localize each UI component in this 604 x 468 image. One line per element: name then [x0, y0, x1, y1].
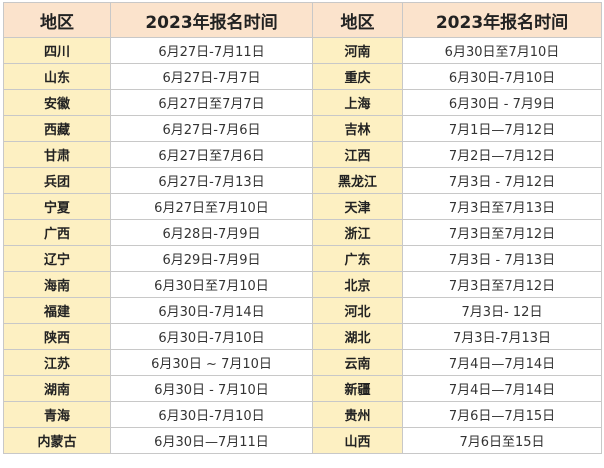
table-row: 宁夏 6月27日至7月10日 天津 7月3日至7月13日 [3, 193, 602, 220]
date-cell-left: 6月27日至7月10日 [110, 193, 313, 220]
region-cell-right: 上海 [312, 89, 403, 116]
date-cell-left: 6月30日 ~ 7月10日 [110, 349, 313, 376]
region-cell-right: 北京 [312, 271, 403, 298]
table-header-row: 地区 2023年报名时间 地区 2023年报名时间 [3, 2, 602, 38]
date-cell-left: 6月29日-7月9日 [110, 245, 313, 272]
date-cell-right: 7月3日 - 7月13日 [402, 245, 602, 272]
region-cell-right: 山西 [312, 427, 403, 454]
table-row: 四川 6月27日-7月11日 河南 6月30日至7月10日 [3, 37, 602, 64]
region-cell-right: 吉林 [312, 115, 403, 142]
region-cell-right: 江西 [312, 141, 403, 168]
region-cell-right: 新疆 [312, 375, 403, 402]
table-row: 陕西 6月30日-7月10日 湖北 7月3日-7月13日 [3, 323, 602, 350]
table-row: 海南 6月30日至7月10日 北京 7月3日至7月12日 [3, 271, 602, 298]
date-cell-left: 6月28日-7月9日 [110, 219, 313, 246]
region-cell-right: 浙江 [312, 219, 403, 246]
table-row: 辽宁 6月29日-7月9日 广东 7月3日 - 7月13日 [3, 245, 602, 272]
header-date-left: 2023年报名时间 [110, 2, 313, 38]
date-cell-left: 6月30日-7月10日 [110, 401, 313, 428]
table-row: 西藏 6月27日-7月6日 吉林 7月1日—7月12日 [3, 115, 602, 142]
table-row: 甘肃 6月27日至7月6日 江西 7月2日—7月12日 [3, 141, 602, 168]
region-cell-left: 陕西 [3, 323, 111, 350]
header-region-right: 地区 [312, 2, 403, 38]
region-cell-right: 河南 [312, 37, 403, 64]
region-cell-left: 海南 [3, 271, 111, 298]
region-cell-right: 河北 [312, 297, 403, 324]
date-cell-left: 6月30日-7月10日 [110, 323, 313, 350]
region-cell-right: 云南 [312, 349, 403, 376]
date-cell-right: 7月3日至7月12日 [402, 271, 602, 298]
table-row: 江苏 6月30日 ~ 7月10日 云南 7月4日—7月14日 [3, 349, 602, 376]
date-cell-left: 6月27日至7月6日 [110, 141, 313, 168]
date-cell-right: 7月3日-7月13日 [402, 323, 602, 350]
date-cell-right: 7月3日- 12日 [402, 297, 602, 324]
region-cell-right: 重庆 [312, 63, 403, 90]
date-cell-right: 6月30日至7月10日 [402, 37, 602, 64]
date-cell-right: 7月3日 - 7月12日 [402, 167, 602, 194]
date-cell-right: 7月2日—7月12日 [402, 141, 602, 168]
date-cell-right: 7月6日至15日 [402, 427, 602, 454]
region-cell-left: 四川 [3, 37, 111, 64]
region-cell-left: 辽宁 [3, 245, 111, 272]
region-cell-right: 广东 [312, 245, 403, 272]
date-cell-right: 7月6日—7月15日 [402, 401, 602, 428]
registration-dates-table: 地区 2023年报名时间 地区 2023年报名时间 四川 6月27日-7月11日河… [3, 2, 602, 454]
header-region-left: 地区 [3, 2, 111, 38]
region-cell-left: 湖南 [3, 375, 111, 402]
region-cell-left: 江苏 [3, 349, 111, 376]
date-cell-right: 7月4日—7月14日 [402, 375, 602, 402]
date-cell-left: 6月27日-7月7日 [110, 63, 313, 90]
date-cell-left: 6月27日-7月6日 [110, 115, 313, 142]
region-cell-left: 甘肃 [3, 141, 111, 168]
region-cell-right: 黑龙江 [312, 167, 403, 194]
region-cell-left: 安徽 [3, 89, 111, 116]
region-cell-right: 湖北 [312, 323, 403, 350]
region-cell-left: 兵团 [3, 167, 111, 194]
table-row: 内蒙古 6月30日—7月11日 山西 7月6日至15日 [3, 427, 602, 454]
date-cell-left: 6月30日至7月10日 [110, 271, 313, 298]
region-cell-right: 贵州 [312, 401, 403, 428]
region-cell-left: 福建 [3, 297, 111, 324]
region-cell-left: 内蒙古 [3, 427, 111, 454]
table-body: 四川 6月27日-7月11日 河南 6月30日至7月10日 山东 6月27日-7月7日 重庆… [3, 37, 602, 454]
date-cell-left: 6月27日-7月11日 [110, 37, 313, 64]
table-row: 青海 6月30日-7月10日 贵州 7月6日—7月15日 [3, 401, 602, 428]
table-row: 福建 6月30日-7月14日 河北 7月3日- 12日 [3, 297, 602, 324]
region-cell-left: 青海 [3, 401, 111, 428]
date-cell-right: 6月30日-7月10日 [402, 63, 602, 90]
date-cell-left: 6月27日-7月13日 [110, 167, 313, 194]
header-date-right: 2023年报名时间 [402, 2, 602, 38]
table-row: 广西 6月28日-7月9日 浙江 7月3日至7月12日 [3, 219, 602, 246]
region-cell-left: 宁夏 [3, 193, 111, 220]
region-cell-right: 天津 [312, 193, 403, 220]
table-row: 山东 6月27日-7月7日 重庆 6月30日-7月10日 [3, 63, 602, 90]
date-cell-left: 6月30日 - 7月10日 [110, 375, 313, 402]
date-cell-right: 7月1日—7月12日 [402, 115, 602, 142]
date-cell-right: 7月3日至7月13日 [402, 193, 602, 220]
region-cell-left: 西藏 [3, 115, 111, 142]
table-row: 湖南 6月30日 - 7月10日 新疆 7月4日—7月14日 [3, 375, 602, 402]
date-cell-left: 6月27日至7月7日 [110, 89, 313, 116]
date-cell-right: 7月4日—7月14日 [402, 349, 602, 376]
date-cell-right: 7月3日至7月12日 [402, 219, 602, 246]
date-cell-left: 6月30日-7月14日 [110, 297, 313, 324]
region-cell-left: 广西 [3, 219, 111, 246]
date-cell-right: 6月30日 - 7月9日 [402, 89, 602, 116]
table-row: 兵团 6月27日-7月13日 黑龙江 7月3日 - 7月12日 [3, 167, 602, 194]
table-row: 安徽 6月27日至7月7日 上海 6月30日 - 7月9日 [3, 89, 602, 116]
region-cell-left: 山东 [3, 63, 111, 90]
date-cell-left: 6月30日—7月11日 [110, 427, 313, 454]
